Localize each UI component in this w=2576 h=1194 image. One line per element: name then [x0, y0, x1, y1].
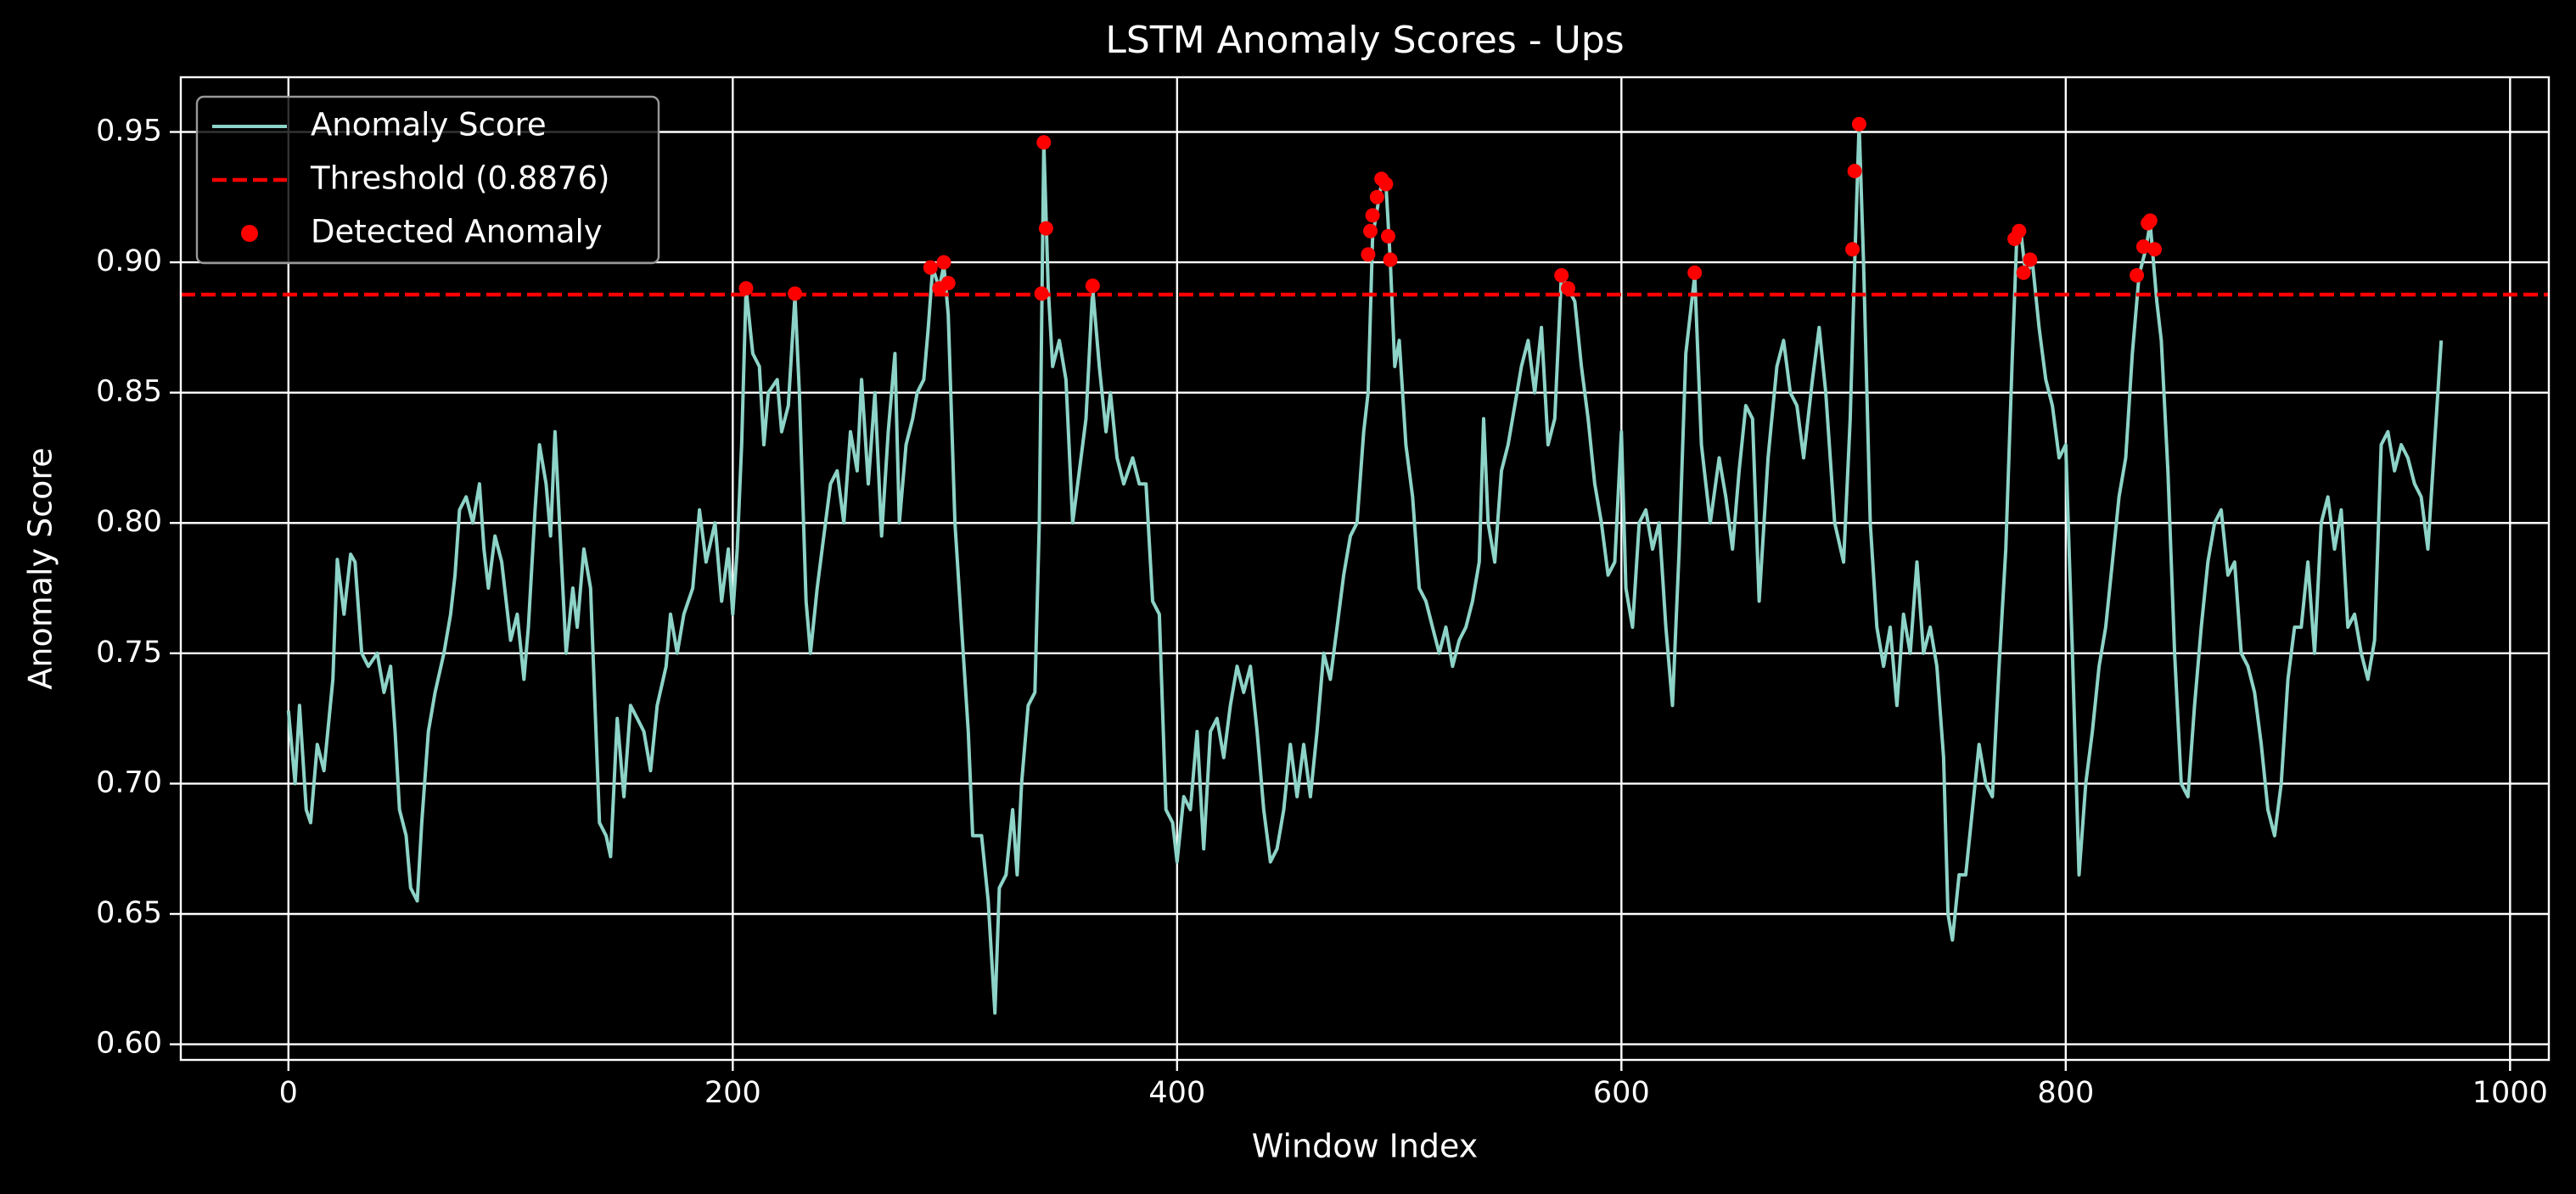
legend-label: Anomaly Score — [311, 107, 547, 143]
anomaly-point — [2135, 239, 2151, 255]
x-tick-label: 1000 — [2472, 1076, 2548, 1110]
anomaly-point — [2012, 223, 2027, 238]
anomaly-point — [1847, 164, 1862, 179]
x-tick-label: 800 — [2037, 1076, 2094, 1110]
y-axis-label: Anomaly Score — [22, 447, 59, 689]
anomaly-point — [1378, 177, 1394, 192]
x-tick-label: 600 — [1593, 1076, 1650, 1110]
anomaly-point — [1845, 242, 1860, 257]
x-tick-label: 400 — [1148, 1076, 1205, 1110]
anomaly-point — [1851, 116, 1866, 132]
y-tick-label: 0.75 — [96, 636, 162, 670]
anomaly-score-line — [286, 122, 2444, 1015]
anomaly-point — [1363, 223, 1378, 238]
anomaly-point — [2147, 242, 2163, 257]
anomaly-point — [2023, 252, 2038, 267]
anomaly-point — [936, 255, 951, 270]
legend-box — [195, 95, 660, 265]
anomaly-point — [1561, 281, 1576, 296]
legend-label: Threshold (0.8876) — [310, 160, 609, 197]
y-tick-label: 0.65 — [96, 896, 162, 930]
y-tick-label: 0.95 — [96, 115, 162, 149]
anomaly-point — [788, 286, 803, 301]
anomaly-point — [923, 260, 938, 275]
x-axis-label: Window Index — [1252, 1128, 1479, 1165]
anomaly-point — [2130, 267, 2145, 283]
legend-swatch — [241, 225, 258, 242]
anomaly-point — [1687, 265, 1703, 280]
axes-frame — [179, 76, 2551, 1062]
y-tick-label: 0.60 — [96, 1027, 162, 1061]
anomaly-point — [1361, 247, 1376, 262]
y-tick-label: 0.80 — [96, 505, 162, 539]
legend-label: Detected Anomaly — [311, 214, 603, 250]
anomaly-point — [1365, 208, 1380, 223]
anomaly-point — [1036, 135, 1052, 150]
anomaly-point — [1554, 267, 1569, 283]
anomaly-point — [738, 281, 754, 296]
anomaly-point — [2142, 213, 2158, 228]
y-tick-label: 0.70 — [96, 765, 162, 799]
plot-area — [181, 116, 2549, 1015]
anomaly-point — [1369, 189, 1384, 205]
y-tick-label: 0.85 — [96, 375, 162, 409]
x-tick-label: 0 — [279, 1076, 298, 1110]
anomaly-point — [1034, 286, 1049, 301]
y-tick-label: 0.90 — [96, 244, 162, 278]
anomaly-point — [1380, 228, 1395, 244]
anomaly-point — [2016, 265, 2031, 280]
anomaly-point — [1038, 221, 1053, 236]
chart-title: LSTM Anomaly Scores - Ups — [1105, 19, 1624, 62]
anomaly-point — [1383, 252, 1398, 267]
anomaly-point — [940, 276, 956, 291]
x-tick-label: 200 — [704, 1076, 761, 1110]
anomaly-point — [1085, 278, 1100, 294]
